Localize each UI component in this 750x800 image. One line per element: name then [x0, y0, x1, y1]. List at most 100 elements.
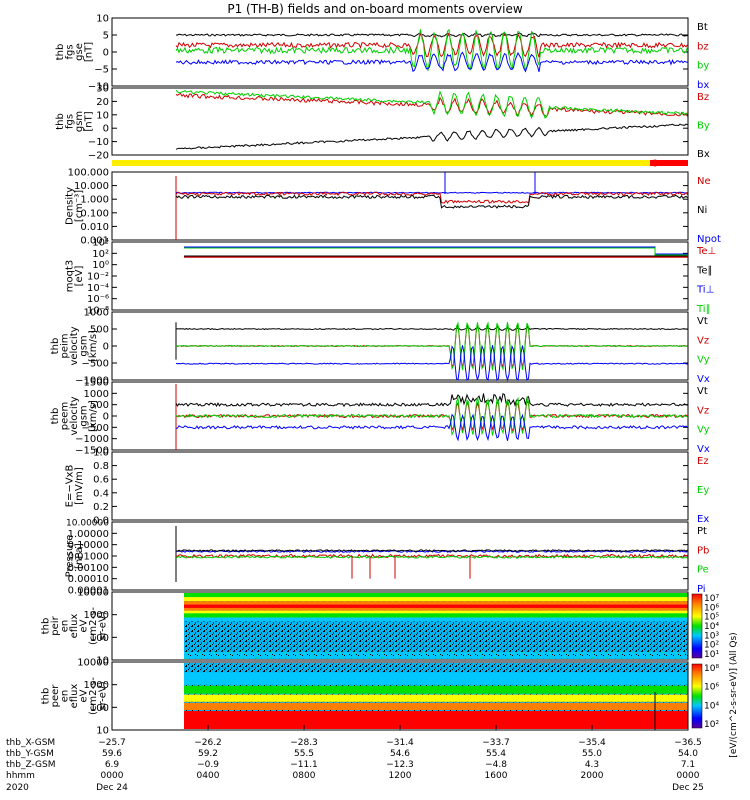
y-tick-label: 0.00001	[68, 586, 109, 597]
y-axis-label-line: moqt3	[64, 260, 75, 293]
y-axis-label-temperature: moqt3[eV]	[64, 260, 85, 293]
axis-row-value: 2000	[581, 771, 604, 781]
y-tick-label: −10	[88, 137, 109, 148]
axis-row-value: 1600	[485, 771, 508, 781]
y-tick-label: 20	[96, 97, 109, 108]
y-tick-label: 10.000	[74, 181, 109, 192]
series-Vx	[175, 344, 688, 382]
y-tick-label: −500	[82, 423, 109, 434]
series-Ni	[175, 194, 688, 209]
axis-row-value: −28.3	[290, 738, 318, 748]
y-tick-label: 0.0	[93, 516, 109, 527]
y-tick-label: −1000	[75, 376, 109, 387]
y-axis-label-line: gsm	[79, 335, 90, 356]
ion-spectrogram-band	[184, 613, 688, 618]
colorbar-peir_eflux	[691, 593, 703, 659]
series-bx	[175, 51, 688, 73]
panel-frame-density	[111, 171, 689, 241]
legend-Bt: Bt	[697, 22, 708, 33]
y-tick-label: −1500	[75, 446, 109, 457]
axis-row-value: 55.4	[486, 749, 506, 759]
ion-spectrogram-band	[184, 601, 688, 605]
series-Pt	[175, 549, 688, 552]
y-axis-label-line: [nT]	[83, 111, 94, 131]
y-tick-label: 0	[103, 48, 109, 59]
ion-spectrogram-band	[184, 610, 688, 614]
colorbar-tick-label: 10³	[704, 631, 719, 641]
y-tick-label: 100	[90, 633, 109, 644]
legend-Ne: Ne	[697, 176, 711, 187]
quality-flag-marker	[651, 159, 659, 167]
legend-Ti∥: Ti∥	[696, 304, 711, 315]
y-tick-label: 1500	[84, 378, 109, 389]
series-bz	[175, 30, 688, 58]
colorbar-tick-label: 10¹	[704, 650, 719, 660]
legend-Vy: Vy	[697, 355, 710, 366]
figure-title: P1 (TH-B) fields and on-board moments ov…	[227, 2, 523, 16]
axis-row-value: −31.4	[386, 738, 414, 748]
axis-row-value: 4.3	[585, 760, 599, 770]
y-tick-label: 0.001	[80, 236, 109, 247]
ion-spectrogram-band	[184, 604, 688, 608]
y-tick-label: 0	[103, 124, 109, 135]
colorbar-tick-label: 10²	[704, 720, 719, 730]
y-tick-label: 500	[90, 325, 109, 336]
legend-Ex: Ex	[697, 514, 709, 525]
y-axis-label-line: [km/s]	[88, 330, 99, 362]
axis-row-value: −0.9	[197, 760, 219, 770]
panel-frame-efield	[111, 451, 689, 521]
colorbar-label: [eV/(cm^2-s-sr-eV)] (All Qs)	[729, 632, 739, 757]
panel-frame-temperature	[111, 241, 689, 311]
y-tick-label: 10	[96, 656, 109, 667]
y-axis-label-line: sr-eV)	[98, 611, 109, 640]
legend-Pi: Pi	[697, 584, 706, 595]
y-axis-label-line: en	[60, 690, 71, 703]
axis-date-start: Dec 24	[96, 783, 128, 793]
electron-spectrogram-band	[184, 710, 688, 729]
axis-row-value: 55.5	[294, 749, 314, 759]
electron-spectrogram-band	[184, 672, 688, 685]
axis-row-value: 0800	[293, 771, 316, 781]
y-axis-label-line: en	[60, 620, 71, 633]
legend-Te⊥: Te⊥	[696, 246, 716, 257]
axis-row-value: 0000	[101, 771, 124, 781]
quality-flag-bar	[112, 160, 688, 166]
legend-Pt: Pt	[697, 526, 707, 537]
y-tick-label: 5	[103, 31, 109, 42]
y-axis-label-line: eflux	[69, 614, 80, 639]
colorbar-tick-label: 10⁴	[704, 622, 719, 632]
y-axis-label-line: thb	[55, 113, 66, 130]
ion-spectrogram-band	[184, 607, 688, 611]
y-tick-label: −20	[88, 151, 109, 162]
series-By	[175, 89, 688, 120]
y-tick-label: −1000	[75, 434, 109, 445]
y-tick-label: 10⁴	[92, 238, 109, 249]
legend-by: by	[697, 61, 709, 72]
legend-Vx: Vx	[697, 374, 710, 385]
ion-spectrogram-low	[184, 651, 688, 659]
axis-row-label: thb_Y-GSM	[6, 749, 54, 759]
y-tick-label: 1.0	[93, 448, 109, 459]
y-axis-label-density: Density[cm⁻³]	[64, 187, 85, 225]
axis-row-value: 6.9	[105, 760, 120, 770]
y-axis-label-line: thb	[41, 618, 52, 635]
legend-Pb: Pb	[697, 545, 709, 556]
legend-Ez: Ez	[697, 456, 709, 467]
y-tick-label: 10	[96, 726, 109, 737]
y-axis-label-line: fgs	[64, 114, 75, 129]
y-tick-label: 0.4	[93, 488, 109, 499]
y-tick-label: 10000	[77, 658, 109, 669]
colorbar-tick-label: 10⁴	[704, 701, 719, 711]
y-tick-label: 0.10000	[68, 540, 109, 551]
y-tick-label: 0.00100	[68, 563, 109, 574]
y-axis-label-line: eV	[79, 619, 90, 632]
colorbar-tick-label: 10⁵	[704, 613, 719, 623]
y-axis-label-line: sr-eV)	[98, 681, 109, 710]
axis-row-value: 54.0	[678, 749, 698, 759]
legend-Bx: Bx	[697, 149, 710, 160]
y-axis-label-efield: E=−VxB[mV/m]	[64, 465, 85, 508]
y-tick-label: 10000	[77, 588, 109, 599]
legend-bz: bz	[697, 41, 709, 52]
